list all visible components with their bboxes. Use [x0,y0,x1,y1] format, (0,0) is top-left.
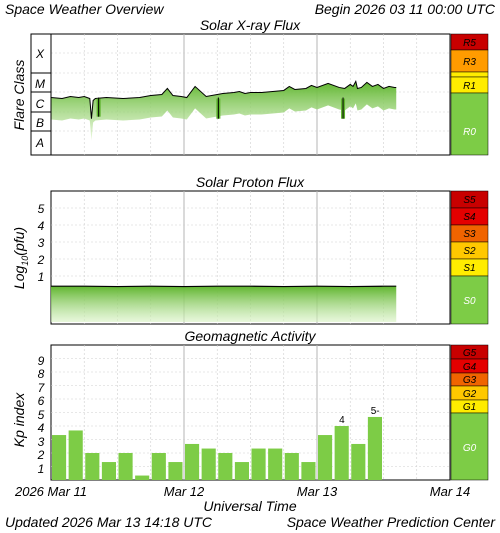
scale-band-S0 [450,275,489,325]
proton-y-ticks: 5 4 3 2 1 [37,202,45,284]
kp-bar [251,448,266,480]
scale-label-S2: S2 [463,246,476,257]
xray-y-axis-label: Flare Class [11,60,27,131]
xray-y-tick-M: M [35,77,45,91]
kp-bar [151,453,166,480]
x-axis-title: Universal Time [203,498,296,514]
xray-flux-line [50,80,397,119]
kp-y-tick-7: 7 [38,381,46,395]
xray-flux-band [51,81,397,141]
kp-y-tick-6: 6 [38,394,45,408]
kp-y-tick-2: 2 [37,448,45,462]
geomagnetic-storm-scale: G5 G4 G3 G2 G1 G0 [450,344,489,481]
proton-y-label-unit: (pfu) [11,227,27,256]
scale-label-S3: S3 [463,229,476,240]
scale-label-G1: G1 [463,402,476,413]
proton-y-tick-2: 2 [37,253,45,267]
scale-label-G5: G5 [463,348,477,359]
proton-panel: 5 4 3 2 1 Log10(pfu) S5 S4 S3 S2 S1 S0 [11,190,489,325]
kp-y-tick-8: 8 [38,367,45,381]
kp-bars [52,416,382,480]
proton-y-tick-1: 1 [38,270,45,284]
x-tick-mar14: Mar 14 [430,484,470,499]
xray-y-tick-B: B [36,116,44,130]
xray-panel: A B C M X Flare Class R5 R3 R1 R0 [11,33,489,156]
kp-bar [301,462,316,480]
xray-y-ticks: A B C M X [30,33,52,156]
x-tick-mar12: Mar 12 [164,484,205,499]
kp-bar [101,462,116,480]
scale-label-G2: G2 [463,389,477,400]
kp-bar [168,462,183,480]
proton-panel-title: Solar Proton Flux [196,174,305,190]
scale-label-G0: G0 [463,443,477,454]
kp-bar [52,435,67,480]
xray-series [50,80,397,141]
scale-label-R1: R1 [463,81,476,92]
scale-label-S0: S0 [463,296,476,307]
x-tick-mar13: Mar 13 [297,484,338,499]
xray-panel-title: Solar X-ray Flux [200,17,301,33]
kp-bar [367,416,382,480]
kp-y-tick-9: 9 [38,354,45,368]
scale-label-S5: S5 [463,195,476,206]
scale-label-R3: R3 [463,57,476,68]
xray-y-tick-X: X [35,47,45,61]
kp-bar [218,453,233,480]
scale-label-S4: S4 [463,212,476,223]
proton-y-label-sub: 10 [20,256,30,266]
x-tick-mar11: 2026 Mar 11 [14,484,87,499]
header-title: Space Weather Overview [5,1,164,17]
kp-y-tick-1: 1 [38,462,45,476]
kp-y-ticks: 9 8 7 6 5 4 3 2 1 [37,354,46,476]
kp-y-tick-3: 3 [38,435,45,449]
radiation-storm-scale: S5 S4 S3 S2 S1 S0 [450,190,489,325]
kp-bar [234,462,249,480]
kp-y-tick-5: 5 [38,408,45,422]
kp-data-labels: 4 5- [339,406,379,426]
header-begin-time: Begin 2026 03 11 00:00 UTC [315,1,496,17]
kp-bar [135,475,150,480]
scale-label-R0: R0 [463,127,476,138]
x-axis: 2026 Mar 11 Mar 12 Mar 13 Mar 14 Univers… [14,484,470,514]
scale-label-G3: G3 [463,375,477,386]
proton-y-tick-4: 4 [38,219,45,233]
kp-bar [85,453,100,480]
kp-bar [185,443,200,480]
kp-bar [351,443,366,480]
kp-bar [201,448,216,480]
footer-source: Space Weather Prediction Center [287,514,497,530]
proton-flux-band [51,286,397,322]
scale-band-G0 [450,412,489,481]
proton-y-label-log: Log [11,266,27,290]
kp-bar [118,453,133,480]
kp-bar [268,448,283,480]
kp-bar [318,435,333,480]
kp-panel-title: Geomagnetic Activity [185,328,317,344]
proton-y-tick-5: 5 [38,202,45,216]
scale-band-R2 [450,71,489,78]
kp-bar [334,426,349,480]
scale-label-S1: S1 [463,263,475,274]
scale-label-G4: G4 [463,362,477,373]
xray-y-tick-C: C [36,97,45,111]
kp-bar [68,430,83,480]
kp-bar [284,453,299,480]
kp-data-label: 4 [339,415,345,426]
radio-blackout-scale: R5 R3 R1 R0 [450,33,489,156]
proton-y-tick-3: 3 [38,236,45,250]
kp-y-tick-4: 4 [38,421,45,435]
proton-series [51,285,397,322]
scale-band-R0 [450,92,489,156]
kp-panel: 4 5- 9 8 7 6 5 4 3 2 1 Kp index G5 G4 G3 … [11,344,489,481]
kp-y-axis-label: Kp index [11,392,27,447]
xray-y-tick-A: A [35,136,44,150]
xray-y-tick-box [30,33,52,156]
footer-updated: Updated 2026 Mar 13 14:18 UTC [5,514,213,530]
kp-grid [51,345,450,480]
proton-y-axis-label: Log10(pfu) [11,227,30,289]
scale-label-R5: R5 [463,38,476,49]
kp-data-label: 5- [371,406,380,417]
